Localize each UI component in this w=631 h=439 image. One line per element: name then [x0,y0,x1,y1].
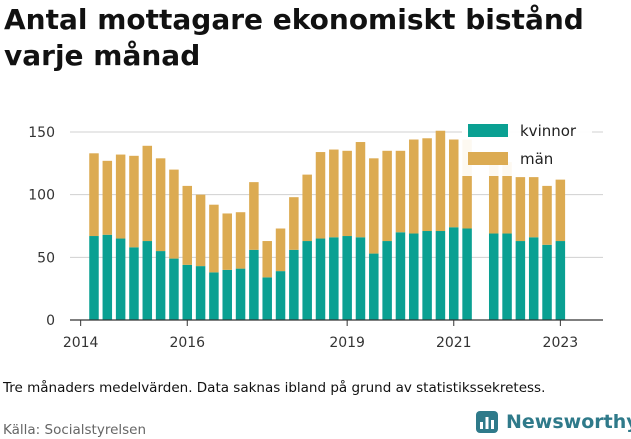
bar-kvinnor [235,268,246,320]
bar-man [515,177,526,242]
bar-man [89,153,99,237]
bar-man [182,185,193,265]
x-tick-label: 2021 [436,335,472,351]
bar-kvinnor [115,238,126,320]
bar-man [302,174,312,242]
brand-name: Newsworthy [506,411,631,433]
x-tick-label: 2023 [543,335,579,351]
bar-kvinnor [89,236,99,320]
y-tick-label: 150 [28,125,55,141]
legend-label-man: män [520,150,553,168]
bar-man [275,228,286,272]
bar-man [488,163,499,234]
bar-man [355,142,366,238]
bar-kvinnor [195,266,206,320]
bar-man [542,185,552,245]
bar-kvinnor [155,251,166,320]
bar-man [289,197,299,250]
bar-man [235,212,246,269]
bar-man [555,179,566,242]
bar-man [369,158,379,254]
bar-kvinnor [382,241,392,320]
legend-swatch-man [468,152,508,165]
bar-kvinnor [102,234,113,320]
bar-kvinnor [409,233,419,320]
x-tick-label: 2019 [329,335,365,351]
bar-kvinnor [169,258,179,320]
bar-man [209,204,219,273]
stacked-bar-chart: 0 50 100 150 2014 2016 2019 2021 2023 kvinnor mä… [28,120,603,351]
y-tick-label: 0 [46,313,55,329]
bar-kvinnor [302,241,312,320]
bar-kvinnor [209,272,219,320]
bar-kvinnor [422,231,432,320]
bar-kvinnor [342,236,352,320]
bar-kvinnor [542,244,552,320]
chart-title: Antal mottagare ekonomiskt bistånd varje… [4,3,584,72]
bar-kvinnor [262,277,272,320]
bar-man [155,158,166,252]
bar-man [462,139,472,229]
bar-man [342,150,352,237]
bar-man [502,162,512,234]
bar-kvinnor [515,241,526,320]
bar-man [449,139,459,228]
bar-kvinnor [528,237,539,320]
bar-man [315,152,326,239]
bar-man [262,241,272,278]
bar-kvinnor [395,232,406,320]
bar-kvinnor [555,241,566,320]
bar-kvinnor [222,269,232,320]
y-tick-label: 50 [37,250,55,266]
x-tick-label: 2014 [63,335,99,351]
bar-kvinnor [502,233,512,320]
bar-man [129,155,139,248]
legend-swatch-kvinnor [468,124,508,137]
bar-kvinnor [249,249,259,320]
bar-kvinnor [275,271,286,320]
bar-kvinnor [435,231,446,320]
bar-man [409,139,419,234]
bar-man [249,182,259,250]
bar-kvinnor [355,237,366,320]
bar-kvinnor [129,247,139,320]
bar-kvinnor [369,253,379,320]
legend: kvinnor män [462,120,592,176]
bar-man [222,213,232,270]
axes: 0 50 100 150 2014 2016 2019 2021 2023 [28,125,603,351]
y-tick-label: 100 [28,188,55,204]
bar-kvinnor [488,233,499,320]
source-text: Källa: Socialstyrelsen [3,422,147,438]
bar-man [102,160,113,235]
bar-kvinnor [462,228,472,320]
newsworthy-logo: Newsworthy [476,410,631,434]
bar-kvinnor [449,227,459,320]
bar-man [395,150,406,233]
x-tick-label: 2016 [169,335,205,351]
bar-man [169,169,179,259]
bar-man [382,150,392,242]
bar-kvinnor [182,264,193,320]
bar-man [422,138,432,232]
bar-kvinnor [315,238,326,320]
bar-man [528,177,539,238]
bar-man [115,154,126,239]
bar-kvinnor [289,249,299,320]
bar-man [329,149,339,238]
chart-caption: Tre månaders medelvärden. Data saknas ib… [3,380,546,396]
bar-man [142,145,153,242]
bar-man [435,130,446,232]
legend-label-kvinnor: kvinnor [520,122,577,140]
bar-kvinnor [142,241,153,320]
bars [89,130,566,320]
bar-kvinnor [329,237,339,320]
bar-man [195,194,206,267]
bar-chart-logo-icon [476,411,498,433]
